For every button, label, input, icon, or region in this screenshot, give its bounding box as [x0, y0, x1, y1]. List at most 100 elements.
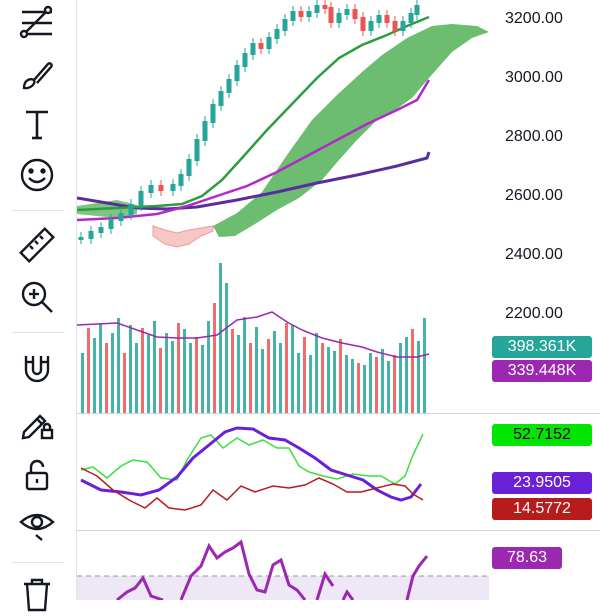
candle-body: [376, 15, 382, 23]
oscillator-red-line: [80, 467, 424, 511]
volume-bar: [237, 335, 240, 413]
candle-body: [178, 174, 184, 186]
volume-bar: [243, 317, 246, 413]
volume-bar: [285, 323, 288, 413]
candle-body: [218, 91, 224, 106]
candle-body: [322, 5, 328, 9]
candle-body: [384, 15, 390, 23]
volume-bar: [375, 357, 378, 413]
candle-body: [266, 37, 272, 49]
candle-body: [88, 231, 94, 239]
volume-bar: [249, 343, 252, 413]
candle-body: [128, 204, 134, 215]
trend-line-icon[interactable]: [14, 0, 60, 46]
candles-group: [78, 0, 420, 244]
chart-area[interactable]: [76, 0, 600, 602]
volume-bar: [141, 328, 144, 413]
candle-body: [258, 43, 264, 49]
volume-bar: [195, 337, 198, 413]
volume-bar: [333, 351, 336, 413]
candle-body: [148, 185, 154, 193]
trash-icon[interactable]: [14, 570, 60, 616]
red-line-value-badge: 14.5772: [492, 498, 592, 520]
lock-drawing-icon[interactable]: [14, 400, 60, 446]
candle-body: [98, 227, 104, 233]
candle-body: [368, 21, 374, 31]
volume-bar: [123, 353, 126, 413]
eye-icon[interactable]: [14, 500, 60, 546]
volume-bar: [315, 333, 318, 413]
price-axis-label: 2800.00: [505, 128, 563, 145]
price-axis-label: 2600.00: [505, 187, 563, 204]
zoom-in-icon[interactable]: [14, 274, 60, 320]
volume-bar: [201, 345, 204, 413]
pane-divider[interactable]: [77, 413, 600, 414]
volume-bar: [153, 321, 156, 413]
toolbar-separator: [12, 332, 64, 333]
candle-body: [226, 79, 232, 93]
rsi-line: [116, 539, 429, 602]
candle-body: [170, 184, 176, 191]
volume-bar: [321, 343, 324, 413]
candle-body: [194, 139, 200, 161]
brush-icon[interactable]: [14, 52, 60, 98]
candle-body: [234, 65, 240, 81]
candle-body: [336, 13, 342, 23]
ruler-icon[interactable]: [14, 222, 60, 268]
volume-bar: [87, 328, 90, 413]
ma-green-line: [76, 15, 430, 212]
candle-body: [328, 7, 334, 23]
candle-body: [352, 9, 358, 19]
volume-bar: [231, 329, 234, 413]
volume-bar: [339, 339, 342, 413]
volume-bar: [345, 355, 348, 413]
volume-bar: [399, 343, 402, 413]
candle-body: [360, 17, 366, 31]
candle-body: [186, 159, 192, 176]
candle-body: [282, 19, 288, 31]
unlock-icon[interactable]: [14, 452, 60, 498]
volume-bar: [291, 325, 294, 413]
volume-bar: [411, 329, 414, 413]
candle-body: [210, 104, 216, 123]
candle-body: [344, 9, 350, 15]
magnet-icon[interactable]: [14, 346, 60, 392]
chart-canvas[interactable]: [76, 0, 600, 602]
volume-bar: [423, 318, 426, 413]
volume-bar: [165, 333, 168, 413]
volume-bar: [393, 355, 396, 413]
candle-body: [392, 21, 398, 31]
candle-body: [118, 213, 124, 221]
volume-bar: [129, 325, 132, 413]
volume-bar: [381, 349, 384, 413]
volume-bar: [93, 338, 96, 413]
candle-body: [290, 11, 296, 21]
volume-bar: [309, 355, 312, 413]
candle-body: [78, 237, 84, 240]
volume-bar: [183, 329, 186, 413]
candle-body: [108, 219, 114, 229]
candle-body: [158, 185, 164, 191]
volume-bar: [369, 353, 372, 413]
volume-bar: [189, 343, 192, 413]
volume-bar: [363, 365, 366, 413]
candle-body: [408, 13, 414, 23]
volume-bar: [261, 349, 264, 413]
volume-bar: [273, 331, 276, 413]
volume-bar: [135, 343, 138, 413]
volume-bar: [111, 333, 114, 413]
volume-bar: [177, 323, 180, 413]
volume-bar: [159, 348, 162, 413]
ma-magenta-line: [76, 79, 431, 222]
candle-body: [314, 5, 320, 13]
volume-bar: [297, 353, 300, 413]
volume-ma-value-badge: 339.448K: [492, 360, 592, 382]
emoji-icon[interactable]: [14, 152, 60, 198]
volume-bar: [219, 263, 222, 413]
price-axis-label: 2400.00: [505, 246, 563, 263]
oscillator-green-line: [80, 433, 424, 485]
text-icon[interactable]: [14, 102, 60, 148]
pane-divider[interactable]: [77, 530, 600, 531]
volume-bar: [171, 341, 174, 413]
candle-body: [242, 53, 248, 67]
